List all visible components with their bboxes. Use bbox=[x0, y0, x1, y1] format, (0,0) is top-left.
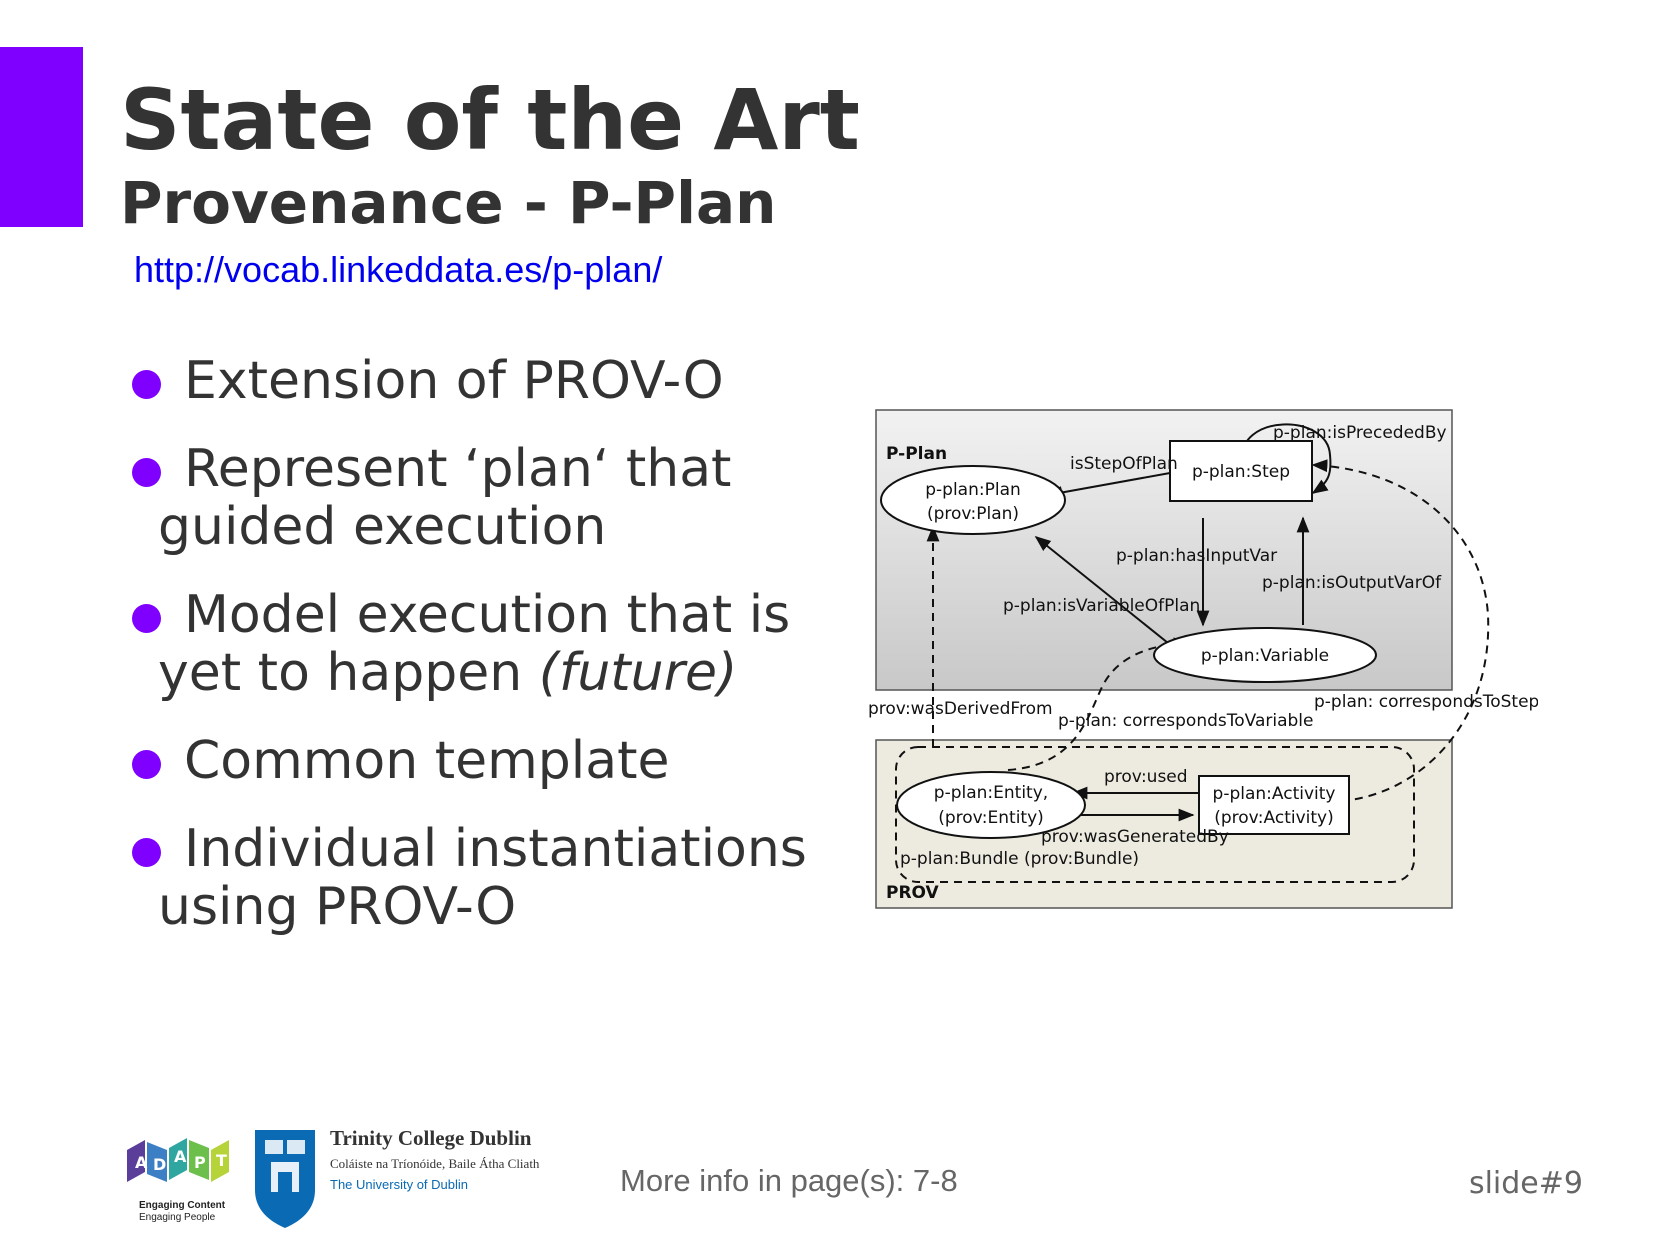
label-was-generated-by: prov:wasGeneratedBy bbox=[1041, 827, 1229, 847]
footer-note: More info in page(s): 7-8 bbox=[620, 1163, 958, 1198]
node-activity-label-1: p-plan:Activity bbox=[1213, 784, 1336, 804]
node-step bbox=[1169, 440, 1313, 502]
p-plan-url-link[interactable]: http://vocab.linkeddata.es/p-plan/ bbox=[134, 249, 663, 290]
label-bundle: p-plan:Bundle (prov:Bundle) bbox=[900, 849, 1139, 869]
bullet-text: Model execution that is bbox=[184, 585, 791, 645]
bullet-text: Represent ‘plan‘ that bbox=[184, 439, 732, 499]
node-variable-label: p-plan:Variable bbox=[1201, 646, 1329, 666]
bullet-text: Extension of PROV-O bbox=[184, 351, 724, 411]
tcd-university-name: The University of Dublin bbox=[330, 1177, 468, 1192]
bullet-item: Individual instantiations using PROV-O bbox=[130, 820, 830, 936]
adapt-tagline-2: Engaging People bbox=[139, 1212, 216, 1223]
slide-title: State of the Art bbox=[120, 71, 860, 169]
edge-corresponds-to-variable bbox=[1007, 637, 1190, 771]
label-corresponds-to-variable: p-plan: correspondsToVariable bbox=[1058, 711, 1313, 731]
node-plan bbox=[880, 465, 1066, 535]
bullet-text-cont: yet to happen bbox=[158, 643, 539, 703]
label-has-input-var: p-plan:hasInputVar bbox=[1116, 546, 1277, 566]
adapt-logo: A D A P T Engaging Content Engaging Peop… bbox=[127, 1138, 229, 1223]
bullet-text: Common template bbox=[184, 731, 670, 791]
bullet-dot bbox=[132, 458, 161, 487]
label-is-preceded-by: p-plan:isPrecededBy bbox=[1273, 423, 1447, 443]
edge-is-step-of-plan bbox=[1046, 472, 1171, 499]
node-variable bbox=[1153, 627, 1377, 683]
prov-panel-label: PROV bbox=[886, 883, 940, 903]
bullet-text-cont: guided execution bbox=[158, 497, 607, 557]
node-activity bbox=[1198, 775, 1350, 835]
bullet-dot bbox=[132, 604, 161, 633]
label-corresponds-to-step: p-plan: correspondsToStep bbox=[1314, 692, 1538, 712]
edge-corresponds-to-step bbox=[1311, 459, 1490, 802]
svg-text:A: A bbox=[135, 1153, 148, 1172]
bundle-outline bbox=[895, 746, 1415, 883]
slide-subtitle: Provenance - P-Plan bbox=[120, 169, 777, 237]
bullet-item: Model execution that is yet to happen (f… bbox=[130, 586, 830, 702]
edge-is-variable-of-plan bbox=[1034, 535, 1169, 644]
bullet-text-cont: using PROV-O bbox=[158, 877, 517, 937]
edge-is-preceded-by bbox=[1240, 423, 1332, 494]
label-is-step-of-plan: isStepOfPlan bbox=[1070, 454, 1178, 474]
adapt-tagline-1: Engaging Content bbox=[139, 1200, 226, 1211]
node-activity-label-2: (prov:Activity) bbox=[1214, 808, 1334, 828]
bullet-dot bbox=[132, 838, 161, 867]
node-entity-label-2: (prov:Entity) bbox=[938, 808, 1044, 828]
label-is-output-var-of: p-plan:isOutputVarOf bbox=[1262, 573, 1442, 593]
tcd-name: Trinity College Dublin bbox=[330, 1126, 532, 1150]
svg-text:P: P bbox=[194, 1153, 206, 1172]
bullet-italic-text: (future) bbox=[538, 643, 738, 703]
bullet-dot bbox=[132, 370, 161, 399]
bullet-dot bbox=[132, 750, 161, 779]
tcd-irish-name: Coláiste na Tríonóide, Baile Átha Cliath bbox=[330, 1156, 540, 1171]
bullet-item: Common template bbox=[130, 732, 830, 790]
svg-text:A: A bbox=[174, 1147, 187, 1166]
bullet-text: Individual instantiations bbox=[184, 819, 807, 879]
label-is-variable-of-plan: p-plan:isVariableOfPlan bbox=[1003, 596, 1200, 616]
bullet-item: Extension of PROV-O bbox=[130, 352, 830, 410]
tcd-crest-icon bbox=[255, 1130, 315, 1228]
node-plan-label-1: p-plan:Plan bbox=[925, 480, 1021, 500]
svg-text:D: D bbox=[153, 1155, 166, 1174]
node-plan-label-2: (prov:Plan) bbox=[927, 504, 1019, 524]
slide-number: slide#9 bbox=[1468, 1166, 1583, 1201]
accent-bar bbox=[0, 47, 83, 227]
pplan-panel-label: P-Plan bbox=[886, 444, 947, 464]
footer-logos: A D A P T Engaging Content Engaging Peop… bbox=[127, 1126, 540, 1228]
label-used: prov:used bbox=[1104, 767, 1188, 787]
node-entity bbox=[896, 771, 1086, 839]
svg-text:T: T bbox=[216, 1151, 227, 1170]
p-plan-diagram: P-Plan PROV p-plan:Plan (prov:Plan) p-pl… bbox=[868, 409, 1538, 909]
label-was-derived-from: prov:wasDerivedFrom bbox=[868, 699, 1053, 719]
node-step-label: p-plan:Step bbox=[1192, 462, 1290, 482]
node-entity-label-1: p-plan:Entity, bbox=[934, 783, 1048, 803]
bullet-item: Represent ‘plan‘ that guided execution bbox=[130, 440, 830, 556]
bullet-list: Extension of PROV-O Represent ‘plan‘ tha… bbox=[130, 352, 830, 966]
